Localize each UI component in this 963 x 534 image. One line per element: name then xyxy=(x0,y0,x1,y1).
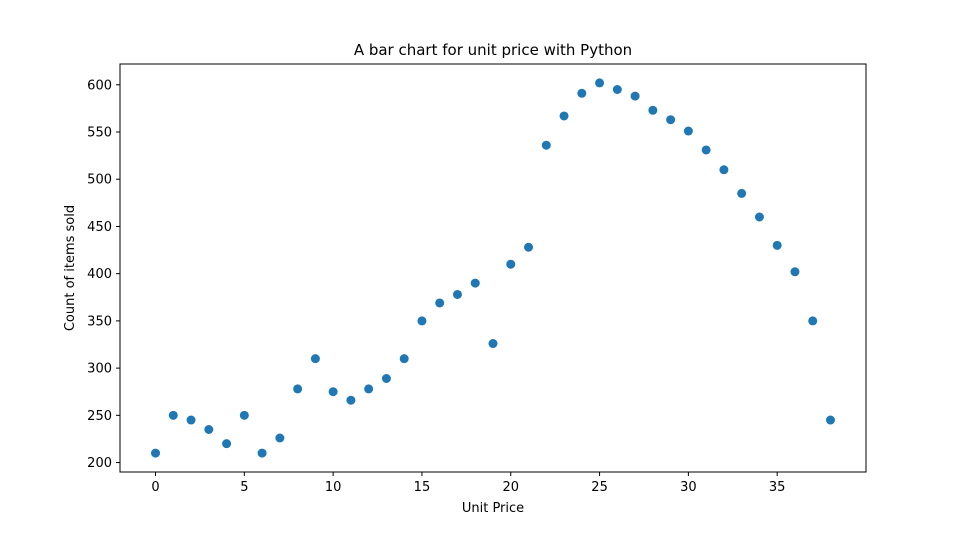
data-point xyxy=(772,240,782,250)
data-point xyxy=(577,88,587,98)
data-point xyxy=(648,105,658,115)
data-point xyxy=(595,78,605,88)
data-point xyxy=(346,395,356,405)
data-point xyxy=(239,410,249,420)
data-point xyxy=(399,354,409,364)
x-tick-label: 30 xyxy=(680,480,697,495)
data-point xyxy=(470,278,480,288)
data-point xyxy=(825,415,835,425)
data-point xyxy=(488,339,498,349)
data-point xyxy=(168,410,178,420)
x-tick-label: 10 xyxy=(325,480,342,495)
y-tick-label: 250 xyxy=(87,409,112,424)
data-point xyxy=(310,354,320,364)
data-point xyxy=(683,126,693,136)
data-point xyxy=(719,165,729,175)
data-point xyxy=(275,433,285,443)
data-point xyxy=(381,374,391,383)
axis-ticks: 0 5 10 15 20 25 30 35 200 250 300 350 400 450 500 550 60… xyxy=(87,78,785,495)
data-point xyxy=(666,115,676,125)
data-point xyxy=(754,212,764,222)
data-point xyxy=(151,448,161,458)
data-point xyxy=(524,242,534,252)
y-tick-label: 400 xyxy=(87,267,112,282)
x-tick-label: 35 xyxy=(769,480,786,495)
y-tick-label: 550 xyxy=(87,126,112,141)
data-point xyxy=(257,448,267,458)
data-point xyxy=(506,259,516,269)
data-points xyxy=(151,78,835,458)
data-point xyxy=(186,415,196,425)
data-point xyxy=(293,384,303,394)
data-point xyxy=(559,111,569,121)
data-point xyxy=(701,145,711,155)
chart-title: A bar chart for unit price with Python xyxy=(354,41,632,59)
y-tick-label: 350 xyxy=(87,314,112,329)
data-point xyxy=(808,316,818,326)
y-tick-label: 200 xyxy=(87,456,112,471)
x-axis-label: Unit Price xyxy=(462,501,524,516)
data-point xyxy=(417,316,427,326)
data-point xyxy=(790,267,800,277)
data-point xyxy=(328,387,338,397)
plot-area-frame xyxy=(119,63,867,473)
x-tick-label: 15 xyxy=(414,480,431,495)
data-point xyxy=(204,425,214,434)
data-point xyxy=(364,384,374,394)
x-tick-label: 0 xyxy=(151,480,159,495)
y-tick-label: 300 xyxy=(87,362,112,377)
data-point xyxy=(435,298,445,308)
data-point xyxy=(541,140,551,150)
y-tick-label: 450 xyxy=(87,220,112,235)
data-point xyxy=(630,91,640,101)
x-tick-label: 20 xyxy=(502,480,519,495)
y-axis-label: Count of items sold xyxy=(63,205,78,331)
data-point xyxy=(737,188,747,198)
data-point xyxy=(222,439,232,449)
x-tick-label: 5 xyxy=(240,480,248,495)
x-tick-label: 25 xyxy=(591,480,608,495)
y-tick-label: 500 xyxy=(87,173,112,188)
y-tick-label: 600 xyxy=(87,78,112,93)
data-point xyxy=(612,85,622,94)
data-point xyxy=(452,289,462,299)
